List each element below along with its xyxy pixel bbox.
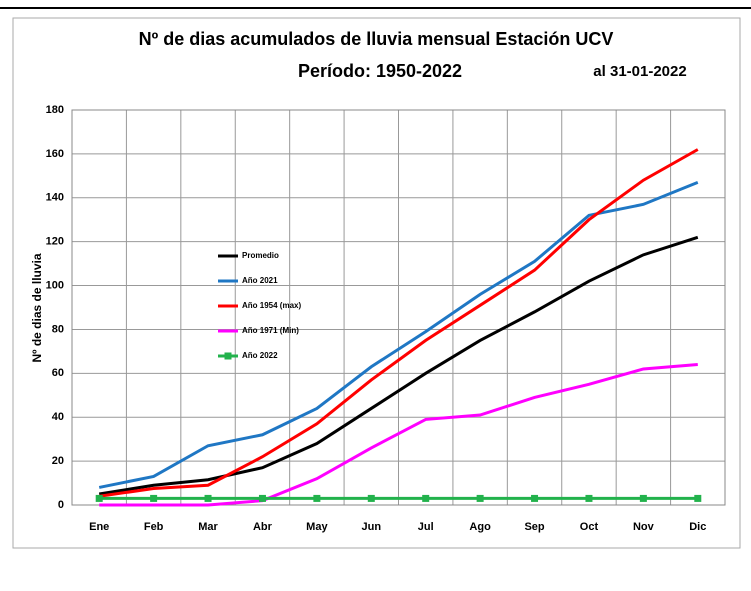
y-tick-label: 40 — [52, 411, 64, 423]
series-line — [98, 148, 699, 498]
annotation: al 31-01-2022 — [593, 63, 686, 80]
marker — [585, 494, 593, 502]
y-tick-label: 60 — [52, 367, 64, 379]
marker — [422, 494, 430, 502]
y-tick-label: 80 — [52, 323, 64, 335]
marker — [531, 494, 539, 502]
chart-title: Nº de dias acumulados de lluvia mensual … — [139, 29, 614, 49]
x-tick-label: Ene — [89, 521, 109, 533]
x-tick-label: Feb — [144, 521, 164, 533]
legend-marker — [224, 352, 232, 360]
x-tick-label: Mar — [198, 521, 218, 533]
marker — [639, 494, 647, 502]
marker — [150, 494, 158, 502]
y-tick-label: 100 — [46, 279, 64, 291]
chart-subtitle: Período: 1950-2022 — [298, 61, 462, 81]
marker — [367, 494, 375, 502]
x-tick-label: Jun — [362, 521, 382, 533]
y-tick-label: 20 — [52, 455, 64, 467]
y-axis-label: Nº de dias de lluvia — [30, 253, 44, 362]
series-line — [98, 235, 699, 496]
x-tick-label: Abr — [253, 521, 273, 533]
legend-label: Año 1954 (max) — [242, 301, 301, 310]
x-tick-label: Oct — [580, 521, 599, 533]
marker — [95, 494, 103, 502]
y-tick-label: 180 — [46, 104, 64, 116]
marker — [313, 494, 321, 502]
legend-label: Promedio — [242, 251, 279, 260]
x-tick-label: Jul — [418, 521, 434, 533]
series-line — [99, 363, 698, 507]
x-tick-label: May — [306, 521, 328, 533]
x-tick-label: Sep — [524, 521, 544, 533]
x-tick-label: Dic — [689, 521, 706, 533]
plot-frame — [71, 109, 726, 506]
y-tick-label: 160 — [46, 148, 64, 160]
marker — [258, 494, 266, 502]
marker — [204, 494, 212, 502]
marker — [476, 494, 484, 502]
legend-label: Año 2021 — [242, 276, 278, 285]
x-tick-label: Ago — [469, 521, 491, 533]
x-tick-label: Nov — [633, 521, 655, 533]
y-tick-label: 140 — [46, 192, 64, 204]
marker — [694, 494, 702, 502]
y-tick-label: 120 — [46, 236, 64, 248]
y-tick-label: 0 — [58, 499, 64, 511]
legend-label: Año 2022 — [242, 351, 278, 360]
chart-frame — [12, 17, 741, 549]
legend-label: Año 1971 (Min) — [242, 326, 299, 335]
